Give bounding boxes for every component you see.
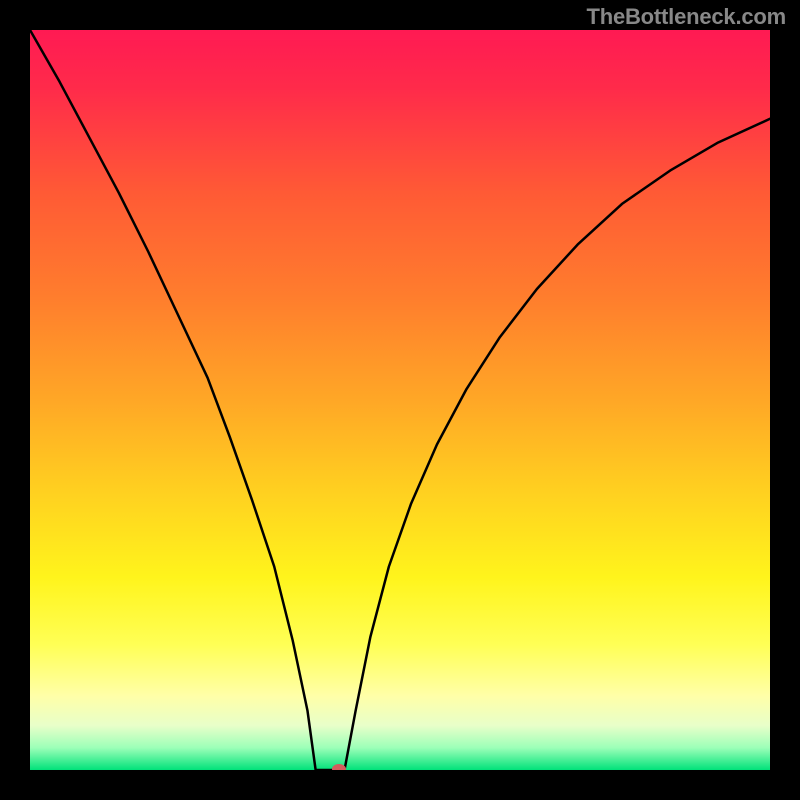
chart-area (30, 30, 770, 770)
bottleneck-curve (30, 30, 770, 770)
optimum-marker (332, 764, 346, 770)
watermark-text: TheBottleneck.com (586, 4, 786, 30)
